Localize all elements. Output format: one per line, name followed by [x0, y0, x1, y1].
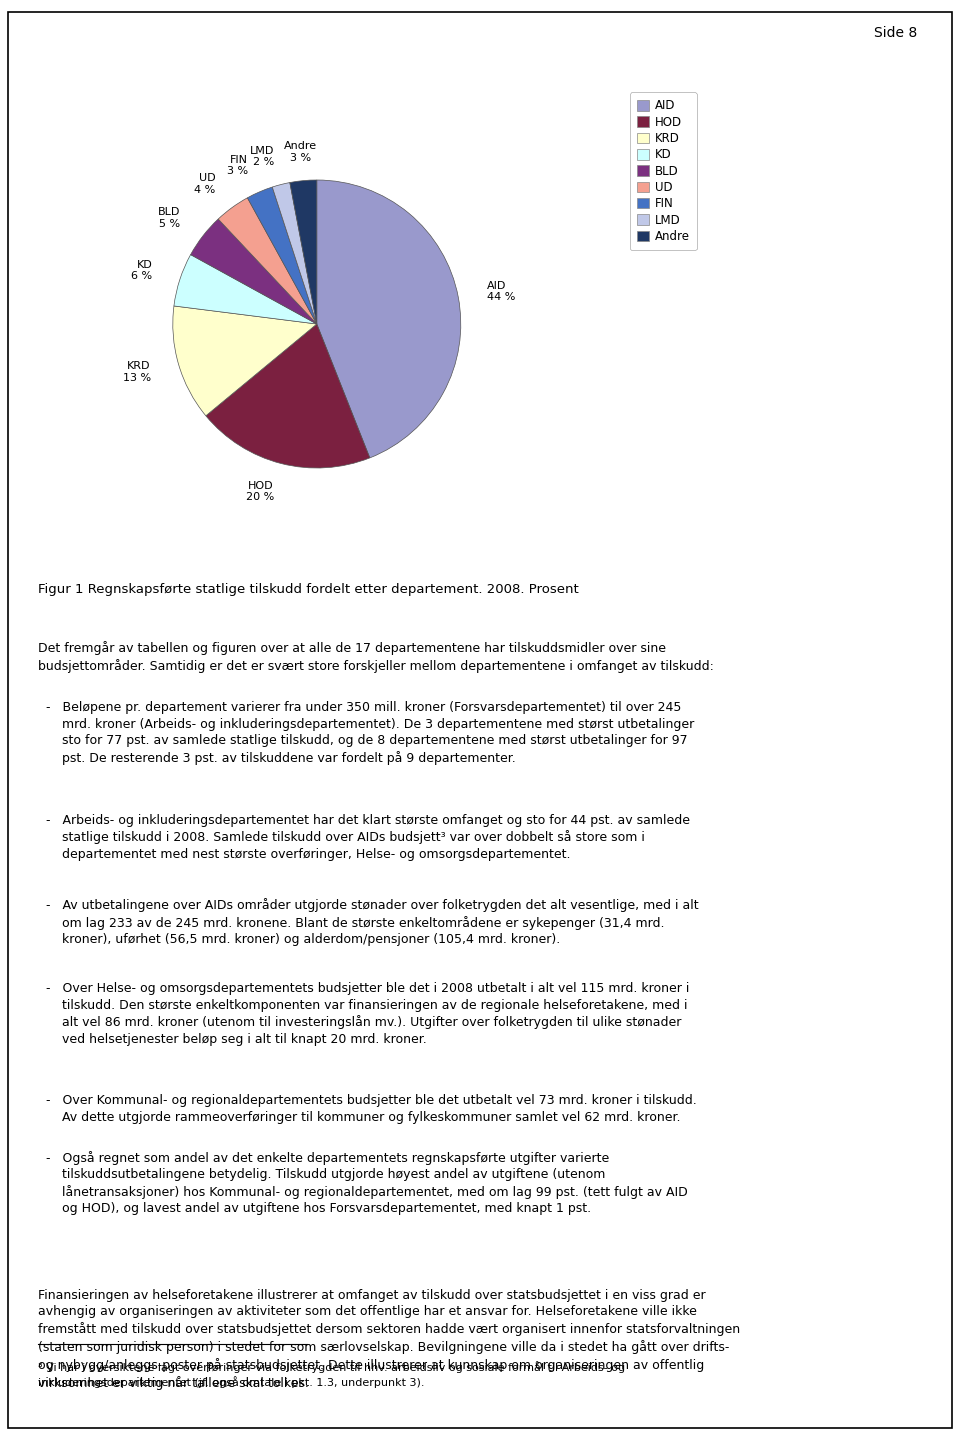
Text: KD
6 %: KD 6 %	[132, 259, 153, 281]
Text: -   Over Helse- og omsorgsdepartementets budsjetter ble det i 2008 utbetalt i al: - Over Helse- og omsorgsdepartementets b…	[38, 982, 690, 1045]
Text: -   Beløpene pr. departement varierer fra under 350 mill. kroner (Forsvarsdepart: - Beløpene pr. departement varierer fra …	[38, 701, 695, 765]
Text: Side 8: Side 8	[874, 26, 917, 40]
Text: Det fremgår av tabellen og figuren over at alle de 17 departementene har tilskud: Det fremgår av tabellen og figuren over …	[38, 641, 714, 672]
Text: Finansieringen av helseforetakene illustrerer at omfanget av tilskudd over stats: Finansieringen av helseforetakene illust…	[38, 1289, 740, 1390]
Wedge shape	[173, 305, 317, 416]
Text: Figur 1 Regnskapsførte statlige tilskudd fordelt etter departement. 2008. Prosen: Figur 1 Regnskapsførte statlige tilskudd…	[38, 583, 579, 596]
Text: Andre
3 %: Andre 3 %	[284, 141, 317, 163]
Wedge shape	[191, 219, 317, 324]
Text: -   Også regnet som andel av det enkelte departementets regnskapsførte utgifter : - Også regnet som andel av det enkelte d…	[38, 1151, 688, 1215]
Wedge shape	[290, 180, 317, 324]
Wedge shape	[317, 180, 461, 458]
Text: UD
4 %: UD 4 %	[194, 173, 215, 194]
Text: LMD
2 %: LMD 2 %	[250, 145, 274, 167]
Text: BLD
5 %: BLD 5 %	[157, 207, 180, 229]
Text: ³ Vi har i oversiktene lagt overføringer via folketrygden til hhv. arbeidsliv og: ³ Vi har i oversiktene lagt overføringer…	[38, 1361, 626, 1388]
Text: -   Arbeids- og inkluderingsdepartementet har det klart største omfanget og sto : - Arbeids- og inkluderingsdepartementet …	[38, 814, 690, 861]
Wedge shape	[248, 187, 317, 324]
Text: HOD
20 %: HOD 20 %	[246, 481, 274, 503]
Text: AID
44 %: AID 44 %	[487, 281, 515, 302]
Text: -   Over Kommunal- og regionaldepartementets budsjetter ble det utbetalt vel 73 : - Over Kommunal- og regionaldepartemente…	[38, 1094, 697, 1123]
Text: -   Av utbetalingene over AIDs områder utgjorde stønader over folketrygden det a: - Av utbetalingene over AIDs områder utg…	[38, 899, 699, 946]
Legend: AID, HOD, KRD, KD, BLD, UD, FIN, LMD, Andre: AID, HOD, KRD, KD, BLD, UD, FIN, LMD, An…	[630, 92, 697, 251]
Text: FIN
3 %: FIN 3 %	[228, 154, 249, 176]
Wedge shape	[174, 255, 317, 324]
Wedge shape	[218, 197, 317, 324]
Wedge shape	[273, 183, 317, 324]
Wedge shape	[205, 324, 370, 468]
Text: KRD
13 %: KRD 13 %	[123, 361, 151, 383]
